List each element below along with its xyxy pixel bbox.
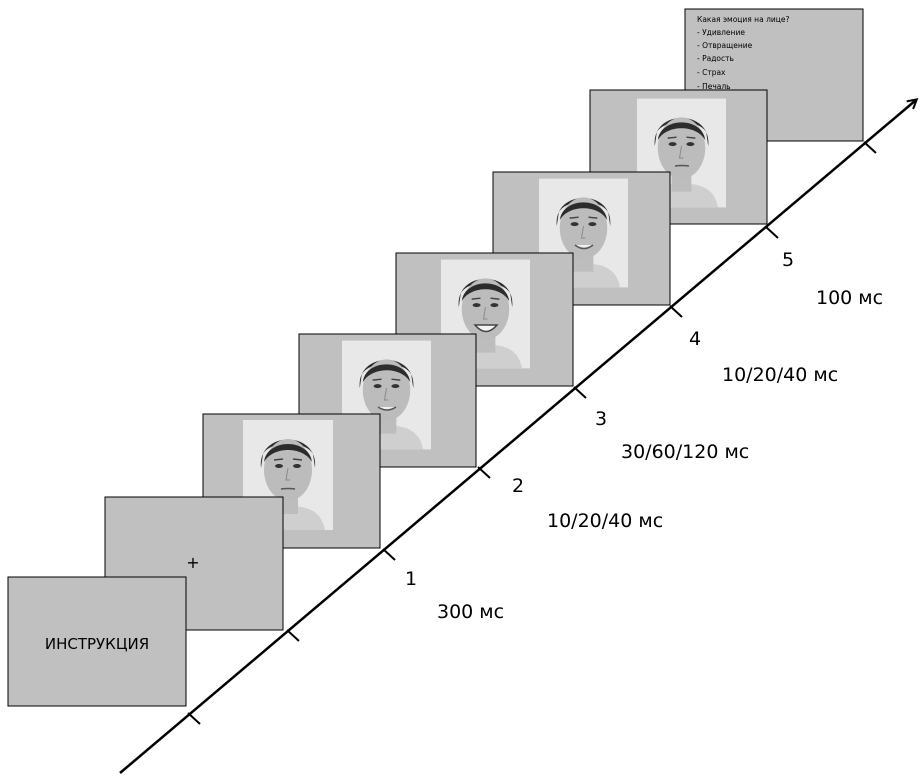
step-duration: 100 мс — [816, 287, 883, 309]
step-duration: 300 мс — [437, 601, 504, 623]
fixation-cross: + — [186, 553, 199, 572]
step-number: 3 — [595, 408, 607, 430]
step-duration: 30/60/120 мс — [621, 441, 749, 463]
step-number: 5 — [782, 249, 794, 271]
mouth — [675, 166, 689, 167]
instruction-screen: ИНСТРУКЦИЯ — [8, 577, 186, 706]
tick — [864, 142, 876, 153]
step-number: 4 — [689, 328, 701, 350]
step-duration: 10/20/40 мс — [547, 510, 663, 532]
step-number: 1 — [405, 568, 417, 590]
step-number: 2 — [512, 475, 524, 497]
option: - Страх — [697, 68, 726, 77]
tick — [670, 306, 682, 317]
diagram: Какая эмоция на лице? - Удивление - Отвр… — [0, 0, 922, 781]
instruction-label: ИНСТРУКЦИЯ — [45, 635, 149, 653]
option: - Отвращение — [697, 41, 753, 50]
question: Какая эмоция на лице? — [697, 15, 789, 24]
step-duration: 10/20/40 мс — [722, 364, 838, 386]
option: - Радость — [697, 54, 734, 63]
tick — [478, 467, 490, 478]
mouth — [281, 489, 295, 490]
tick — [766, 227, 778, 238]
option: - Удивление — [697, 28, 745, 37]
tick — [188, 713, 200, 724]
tick — [574, 387, 586, 398]
tick — [287, 630, 299, 641]
tick — [383, 549, 395, 560]
